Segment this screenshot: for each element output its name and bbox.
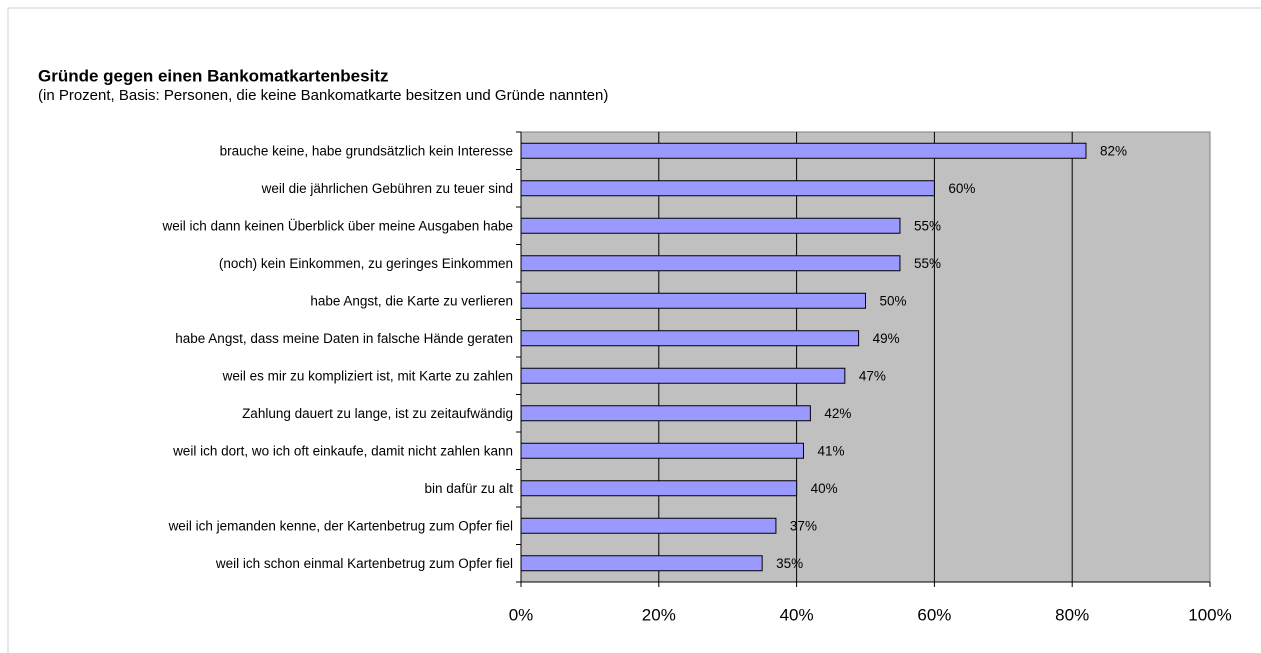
y-tick-label: bin dafür zu alt	[424, 481, 513, 496]
x-tick-label: 80%	[1055, 605, 1089, 624]
bar	[520, 405, 811, 422]
chart-subtitle: (in Prozent, Basis: Personen, die keine …	[38, 87, 608, 104]
x-tick-label: 0%	[509, 605, 534, 624]
value-label: 50%	[880, 293, 907, 308]
y-tick-label: weil die jährlichen Gebühren zu teuer si…	[261, 181, 513, 196]
x-tick-label: 100%	[1188, 605, 1231, 624]
value-label: 47%	[859, 368, 886, 383]
bar	[520, 367, 846, 384]
y-tick-label: (noch) kein Einkommen, zu geringes Einko…	[219, 256, 513, 271]
value-label: 60%	[948, 181, 975, 196]
x-tick-label: 60%	[917, 605, 951, 624]
y-tick-label: weil es mir zu kompliziert ist, mit Kart…	[222, 368, 513, 383]
y-tick-label: weil ich dann keinen Überblick über mein…	[162, 218, 513, 233]
bar	[520, 480, 798, 497]
y-tick-label: weil ich schon einmal Kartenbetrug zum O…	[215, 556, 513, 571]
bar	[520, 217, 901, 234]
bar	[520, 330, 860, 347]
plot-area	[520, 131, 1211, 583]
x-tick-label: 40%	[780, 605, 814, 624]
y-tick-label: habe Angst, dass meine Daten in falsche …	[175, 331, 513, 346]
bar	[520, 292, 866, 309]
y-tick-label: brauche keine, habe grundsätzlich kein I…	[220, 143, 513, 158]
y-tick-label: habe Angst, die Karte zu verlieren	[310, 293, 513, 308]
value-label: 41%	[817, 443, 844, 458]
value-label: 82%	[1100, 143, 1127, 158]
value-label: 35%	[776, 556, 803, 571]
value-label: 49%	[873, 331, 900, 346]
value-label: 55%	[914, 218, 941, 233]
value-label: 55%	[914, 256, 941, 271]
y-tick-label: Zahlung dauert zu lange, ist zu zeitaufw…	[242, 406, 513, 421]
value-label: 40%	[811, 481, 838, 496]
value-label: 42%	[824, 406, 851, 421]
y-tick-label: weil ich dort, wo ich oft einkaufe, dami…	[172, 443, 513, 458]
bar	[520, 255, 901, 272]
chart-title: Gründe gegen einen Bankomatkartenbesitz	[38, 66, 388, 85]
bar	[520, 180, 935, 197]
value-label: 37%	[790, 518, 817, 533]
bar	[520, 517, 777, 534]
x-tick-label: 20%	[642, 605, 676, 624]
bar	[520, 442, 804, 459]
bar	[520, 555, 763, 572]
bar	[520, 142, 1087, 159]
y-tick-label: weil ich jemanden kenne, der Kartenbetru…	[168, 518, 513, 533]
